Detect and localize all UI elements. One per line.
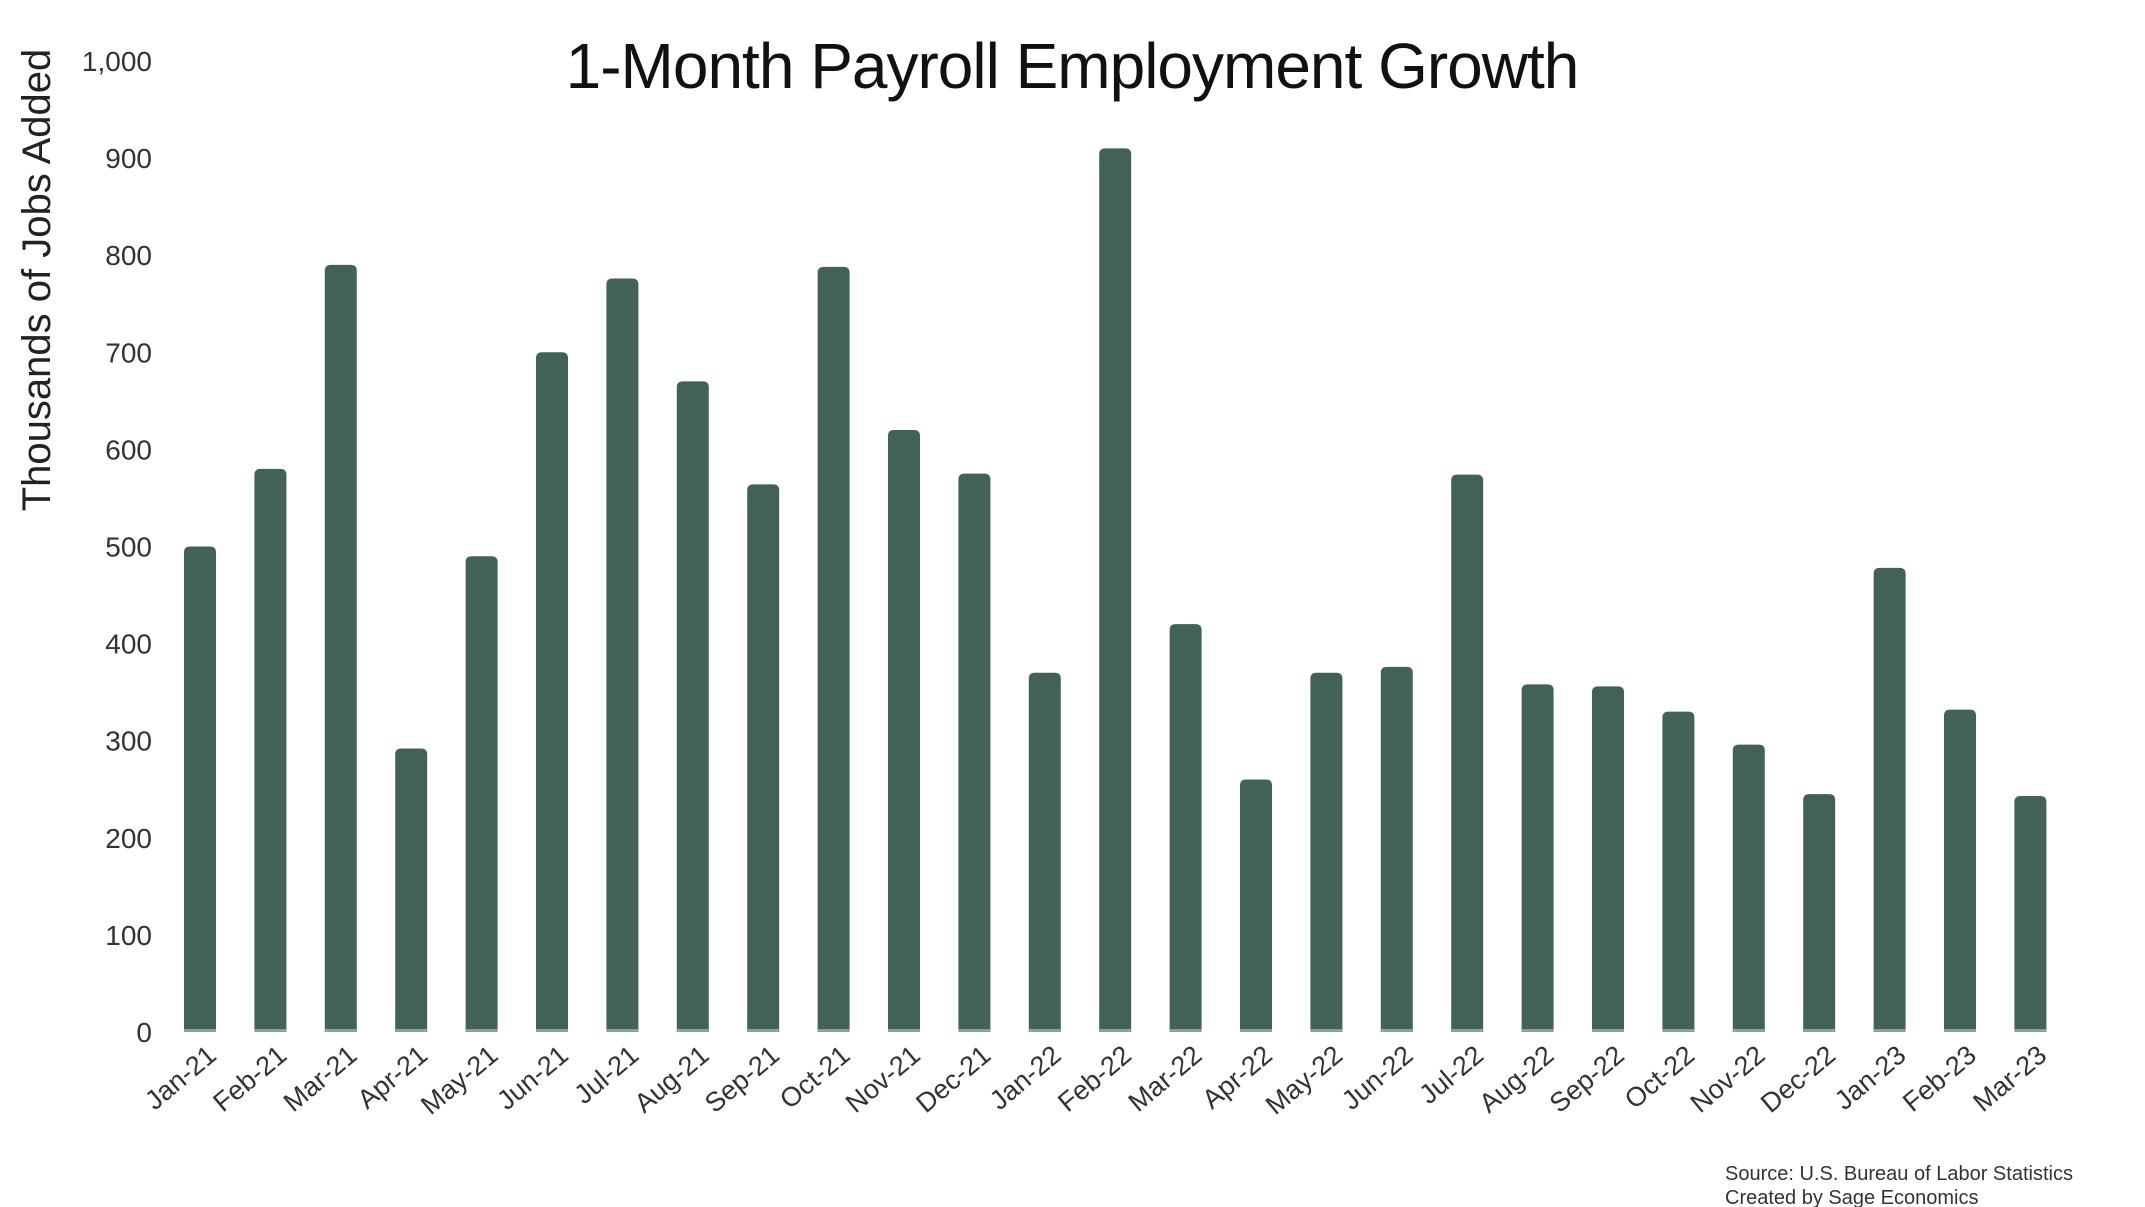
bar-base-strip — [1028, 1029, 1061, 1032]
bar-oct-21 — [817, 266, 850, 1032]
y-tick-label: 400 — [105, 629, 152, 660]
bar-base-strip — [1521, 1029, 1554, 1032]
y-tick-label: 800 — [105, 240, 152, 271]
bar-base-strip — [1169, 1029, 1202, 1032]
y-tick-label: 0 — [136, 1017, 152, 1048]
bar-jul-22 — [1451, 474, 1484, 1032]
x-tick-label: Oct-22 — [1619, 1040, 1700, 1115]
x-tick-label: Aug-21 — [629, 1040, 715, 1119]
bar-dec-22 — [1803, 794, 1836, 1032]
y-axis-ticks: 0 100 200 300 400 500 600 700 800 900 1,000 — [82, 46, 152, 1048]
x-tick-label: Feb-21 — [207, 1040, 292, 1118]
bar-jan-23 — [1873, 567, 1906, 1032]
bar-base-strip — [254, 1029, 287, 1032]
bar-jun-21 — [536, 352, 568, 1032]
bar-mar-22 — [1169, 624, 1202, 1032]
bar-feb-21 — [254, 468, 287, 1032]
x-tick-label: Nov-21 — [840, 1040, 926, 1119]
bar-may-21 — [465, 556, 498, 1032]
bar-base-strip — [1099, 1029, 1132, 1032]
x-tick-label: Mar-21 — [278, 1040, 363, 1118]
x-tick-label: Dec-22 — [1755, 1040, 1841, 1119]
bar-base-strip — [747, 1029, 780, 1032]
y-tick-label: 200 — [105, 823, 152, 854]
bar-jul-21 — [606, 278, 639, 1032]
bar-base-strip — [958, 1029, 991, 1032]
x-tick-label: Mar-22 — [1123, 1040, 1208, 1118]
x-tick-label: Jan-23 — [1829, 1040, 1912, 1116]
x-tick-label: Feb-23 — [1897, 1040, 1982, 1118]
bar-base-strip — [1380, 1029, 1413, 1032]
bar-base-strip — [1310, 1029, 1343, 1032]
bar-base-strip — [1803, 1029, 1836, 1032]
x-tick-label: Oct-21 — [774, 1040, 855, 1115]
bar-feb-22 — [1099, 148, 1132, 1032]
bar-base-strip — [324, 1029, 357, 1032]
x-tick-label: Sep-22 — [1544, 1040, 1630, 1119]
x-tick-label: Jun-22 — [1336, 1040, 1419, 1116]
x-tick-label: Nov-22 — [1685, 1040, 1771, 1119]
y-tick-label: 900 — [105, 143, 152, 174]
bar-base-strip — [2014, 1029, 2047, 1032]
bar-jan-22 — [1028, 672, 1061, 1032]
bar-base-strip — [888, 1029, 920, 1032]
x-tick-label: May-22 — [1260, 1040, 1348, 1121]
bar-base-strip — [1732, 1029, 1765, 1032]
bar-jun-22 — [1380, 666, 1413, 1032]
bar-base-strip — [1451, 1029, 1484, 1032]
x-tick-label: Jun-21 — [491, 1040, 574, 1116]
bar-base-strip — [817, 1029, 850, 1032]
bars — [184, 148, 2047, 1033]
x-tick-label: Dec-21 — [910, 1040, 996, 1119]
bar-oct-22 — [1662, 711, 1695, 1032]
x-tick-label: Feb-22 — [1052, 1040, 1137, 1118]
bar-base-strip — [1944, 1029, 1976, 1032]
bar-nov-22 — [1732, 744, 1765, 1032]
bar-sep-21 — [747, 484, 780, 1033]
y-tick-label: 500 — [105, 532, 152, 563]
y-axis-label: Thousands of Jobs Added — [15, 49, 59, 512]
x-tick-label: Sep-21 — [699, 1040, 785, 1119]
x-tick-label: Aug-22 — [1473, 1040, 1559, 1119]
bar-base-strip — [395, 1029, 428, 1032]
y-tick-label: 700 — [105, 337, 152, 368]
bar-base-strip — [536, 1029, 568, 1032]
y-tick-label: 100 — [105, 920, 152, 951]
bar-mar-23 — [2014, 796, 2047, 1032]
bar-nov-21 — [888, 429, 920, 1033]
bar-base-strip — [465, 1029, 498, 1032]
y-tick-label: 600 — [105, 434, 152, 465]
bar-aug-22 — [1521, 684, 1554, 1032]
bar-base-strip — [1662, 1029, 1695, 1032]
bar-feb-23 — [1944, 709, 1976, 1032]
x-tick-label: Jan-21 — [139, 1040, 222, 1116]
x-tick-label: Jan-22 — [984, 1040, 1067, 1116]
bar-may-22 — [1310, 672, 1343, 1032]
y-tick-label: 1,000 — [82, 46, 152, 77]
x-tick-label: May-21 — [415, 1040, 503, 1121]
bar-base-strip — [1592, 1029, 1624, 1032]
bar-base-strip — [1240, 1029, 1272, 1032]
y-tick-label: 300 — [105, 726, 152, 757]
bar-base-strip — [606, 1029, 639, 1032]
bar-apr-22 — [1240, 779, 1272, 1032]
bar-dec-21 — [958, 473, 991, 1032]
x-axis-ticks: Jan-21Feb-21Mar-21Apr-21May-21Jun-21Jul-… — [139, 1040, 2052, 1121]
created-by-line: Created by Sage Economics — [1725, 1187, 1978, 1207]
bar-sep-22 — [1592, 686, 1624, 1032]
source-line: Source: U.S. Bureau of Labor Statistics — [1725, 1163, 2073, 1185]
chart-title: 1-Month Payroll Employment Growth — [566, 30, 1579, 102]
bar-apr-21 — [395, 748, 428, 1032]
bar-base-strip — [184, 1029, 216, 1032]
x-tick-label: Mar-23 — [1967, 1040, 2052, 1118]
bar-aug-21 — [676, 381, 709, 1032]
bar-base-strip — [676, 1029, 709, 1032]
bar-base-strip — [1873, 1029, 1906, 1032]
bar-jan-21 — [184, 546, 216, 1032]
bar-mar-21 — [324, 264, 357, 1032]
